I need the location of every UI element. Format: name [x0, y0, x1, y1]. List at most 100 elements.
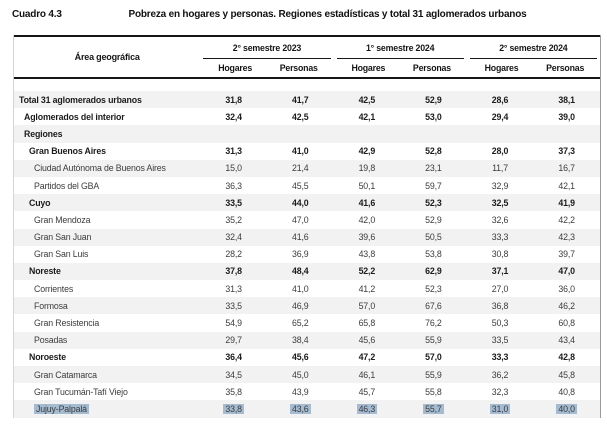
cell-value[interactable]: 42,5 [291, 111, 309, 122]
cell-value[interactable]: 38,4 [291, 335, 309, 346]
cell-value[interactable]: 36,9 [291, 249, 309, 260]
cell-value[interactable]: 38,1 [558, 94, 575, 105]
cell-value[interactable]: 21,4 [291, 163, 309, 174]
cell-value[interactable]: 42,2 [558, 214, 575, 225]
row-label[interactable]: Aglomerados del interior [24, 111, 125, 122]
table-row[interactable]: Gran Resistencia 54,9 65,2 65,8 76,2 50,3 60,8 [14, 314, 600, 331]
cell-value[interactable]: 42,1 [358, 111, 376, 122]
cell-value[interactable]: 55,9 [425, 335, 442, 346]
cell-value[interactable]: 45,6 [358, 335, 376, 346]
cell-value[interactable]: 42,5 [358, 94, 376, 105]
cell-value[interactable]: 48,4 [291, 266, 309, 277]
row-label[interactable]: Gran Catamarca [34, 369, 97, 380]
table-row[interactable]: Total 31 aglomerados urbanos 31,8 41,7 42,5… [14, 91, 600, 109]
cell-value[interactable]: 67,6 [425, 300, 442, 311]
cell-value[interactable]: 46,1 [358, 369, 376, 380]
cell-value[interactable]: 57,0 [425, 352, 442, 363]
cell-value[interactable]: 40,8 [558, 386, 575, 397]
cell-value[interactable]: 47,0 [291, 214, 309, 225]
cell-value[interactable]: 29,4 [491, 111, 509, 122]
table-row[interactable]: Cuyo 33,5 44,0 41,6 52,3 32,5 41,9 [14, 194, 600, 212]
cell-value[interactable]: 65,2 [291, 318, 309, 329]
cell-value[interactable]: 41,6 [358, 197, 376, 208]
cell-value[interactable]: 57,0 [358, 300, 376, 311]
row-label[interactable]: Regiones [24, 128, 63, 139]
cell-value[interactable]: 33,5 [225, 300, 242, 311]
cell-value[interactable]: 41,0 [291, 146, 309, 157]
cell-value[interactable]: 32,3 [491, 386, 509, 397]
cell-value[interactable]: 43,8 [358, 249, 376, 260]
cell-value[interactable]: 36,0 [558, 283, 575, 294]
cell-value[interactable]: 76,2 [425, 318, 442, 329]
cell-value[interactable]: 33,5 [491, 335, 509, 346]
cell-value[interactable]: 41,0 [291, 283, 309, 294]
row-label[interactable]: Gran Buenos Aires [29, 146, 106, 157]
table-row[interactable]: Corrientes 31,3 41,0 41,2 52,3 27,0 36,0 [14, 280, 600, 297]
cell-value[interactable]: 53,8 [425, 249, 442, 260]
cell-value[interactable]: 33,5 [225, 197, 242, 208]
row-label[interactable]: Gran Mendoza [34, 214, 91, 225]
cell-value[interactable]: 31,0 [489, 403, 511, 414]
cell-value[interactable]: 33,3 [491, 232, 509, 243]
cell-value[interactable]: 45,6 [291, 352, 309, 363]
cell-value[interactable]: 43,6 [289, 403, 311, 414]
cell-value[interactable]: 31,3 [225, 146, 242, 157]
cell-value[interactable]: 36,4 [225, 352, 242, 363]
cell-value[interactable]: 46,3 [356, 403, 378, 414]
row-label[interactable]: Gran Resistencia [34, 318, 100, 329]
cell-value[interactable]: 35,8 [225, 386, 242, 397]
row-label[interactable]: Gran San Juan [34, 232, 92, 243]
cell-value[interactable]: 41,9 [558, 197, 575, 208]
cell-value[interactable]: 45,7 [358, 386, 376, 397]
cell-value[interactable]: 31,3 [225, 283, 242, 294]
cell-value[interactable]: 46,2 [558, 300, 575, 311]
table-row[interactable]: Gran San Luis 28,2 36,9 43,8 53,8 30,8 39,7 [14, 246, 600, 263]
cell-value[interactable]: 50,3 [491, 318, 509, 329]
table-row[interactable]: Gran Mendoza 35,2 47,0 42,0 52,9 32,6 42,2 [14, 211, 600, 228]
cell-value[interactable]: 46,9 [291, 300, 309, 311]
cell-value[interactable]: 35,2 [225, 214, 242, 225]
row-label[interactable]: Formosa [34, 300, 68, 311]
cell-value[interactable]: 11,7 [492, 163, 508, 174]
cell-value[interactable]: 50,5 [425, 232, 442, 243]
table-row[interactable]: Gran San Juan 32,4 41,6 39,6 50,5 33,3 42,3 [14, 228, 600, 246]
cell-value[interactable]: 41,6 [291, 232, 309, 243]
cell-value[interactable]: 36,8 [491, 300, 509, 311]
cell-value[interactable]: 33,8 [223, 403, 244, 414]
cell-value[interactable]: 42,0 [358, 214, 376, 225]
cell-value[interactable]: 19,8 [358, 163, 376, 174]
table-row[interactable]: Gran Catamarca 34,5 45,0 46,1 55,9 36,2 45,8 [14, 366, 600, 384]
row-label[interactable]: Total 31 aglomerados urbanos [19, 94, 142, 105]
cell-value[interactable]: 47,2 [358, 352, 376, 363]
cell-value[interactable]: 55,7 [423, 403, 444, 414]
cell-value[interactable]: 30,8 [491, 249, 509, 260]
table-row[interactable]: Formosa 33,5 46,9 57,0 67,6 36,8 46,2 [14, 297, 600, 315]
table-row[interactable]: Posadas 29,7 38,4 45,6 55,9 33,5 43,4 [14, 331, 600, 349]
cell-value[interactable]: 36,3 [225, 180, 242, 191]
cell-value[interactable]: 42,1 [558, 180, 575, 191]
cell-value[interactable]: 31,8 [225, 94, 242, 105]
table-row[interactable]: Gran Buenos Aires 31,3 41,0 42,9 52,8 28,0 37,… [14, 143, 600, 160]
table-row[interactable]: Aglomerados del interior 32,4 42,5 42,1 53,0… [14, 108, 600, 125]
cell-value[interactable]: 32,5 [491, 197, 509, 208]
table-row[interactable]: Noreste 37,8 48,4 52,2 62,9 37,1 47,0 [14, 262, 600, 281]
cell-value[interactable]: 15,0 [225, 163, 242, 174]
cell-value[interactable]: 52,3 [425, 283, 442, 294]
row-label[interactable]: Gran Tucumán-Tafí Viejo [34, 386, 128, 397]
cell-value[interactable]: 62,9 [425, 266, 442, 277]
cell-value[interactable]: 42,8 [558, 352, 575, 363]
cell-value[interactable]: 40,0 [556, 403, 577, 414]
cell-value[interactable]: 37,1 [491, 266, 509, 277]
cell-value[interactable]: 45,5 [291, 180, 309, 191]
cell-value[interactable]: 32,4 [225, 232, 242, 243]
cell-value[interactable]: 60,8 [558, 318, 575, 329]
row-label[interactable]: Gran San Luis [34, 249, 89, 260]
cell-value[interactable]: 41,7 [291, 94, 309, 105]
cell-value[interactable]: 54,9 [225, 318, 242, 329]
cell-value[interactable]: 44,0 [291, 197, 309, 208]
table-row[interactable]: Regiones [14, 125, 600, 143]
cell-value[interactable]: 27,0 [491, 283, 509, 294]
table-row[interactable]: Noroeste 36,4 45,6 47,2 57,0 33,3 42,8 [14, 349, 600, 366]
cell-value[interactable]: 42,3 [558, 232, 575, 243]
cell-value[interactable]: 52,8 [425, 146, 442, 157]
